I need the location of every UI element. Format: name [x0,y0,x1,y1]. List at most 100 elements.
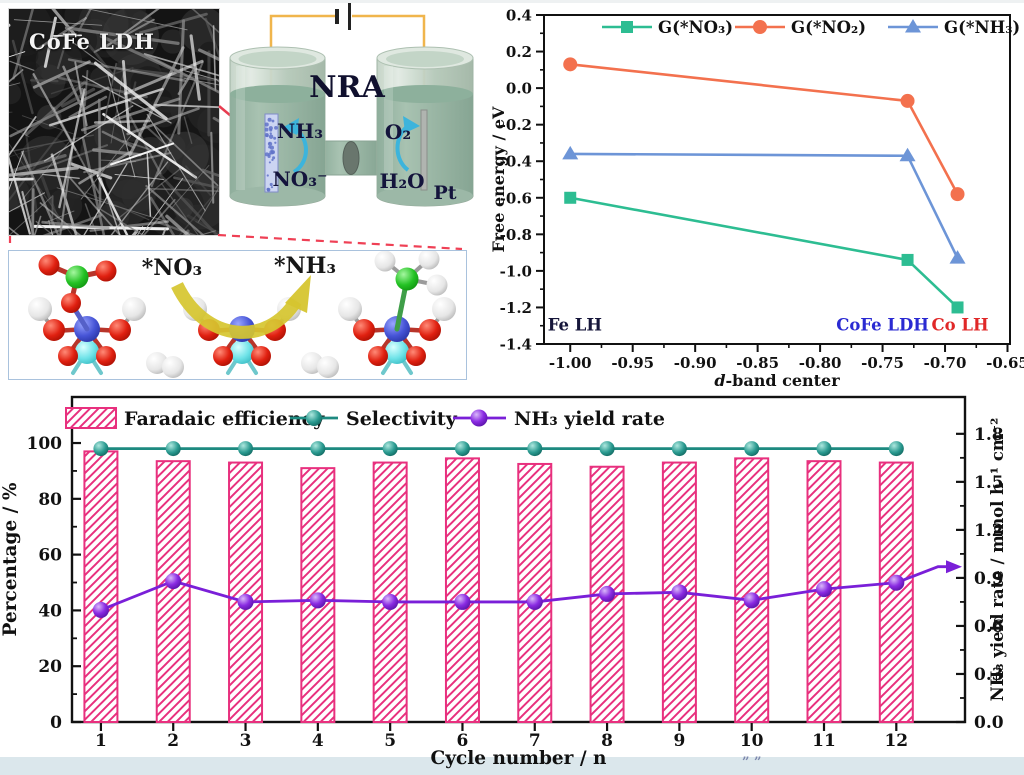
sem-nanowire [77,9,92,32]
sem-nanowire [29,79,59,83]
sem-nanowire [186,214,219,235]
nh3-adsorbate-label: *NH₃ [274,253,336,279]
series-triangle [562,145,966,264]
metal-cyan-atom [230,340,254,364]
faradaic-efficiency-bar [517,462,553,723]
conversion-arrow-head [285,275,311,313]
y-tick-label: -0.4 [500,153,532,171]
cell-schematic: NRA NH₃ NO₃⁻ O₂ H₂O Pt [229,3,474,207]
y-tick-label: -0.8 [500,226,532,244]
sem-nanowire [9,60,35,71]
sem-nanowire [74,61,88,127]
y-tick-label: -1.0 [500,262,532,280]
sem-nanowire [21,115,77,136]
sem-noise [9,9,53,57]
sem-nanowire [84,203,98,235]
nh3-yield-point [309,592,326,609]
sem-nanowire [201,168,219,178]
sem-nanowire [9,116,37,157]
sem-nanowire [122,140,155,152]
speckle [267,117,272,122]
y-axis-label: Free energy / eV [490,106,508,253]
y-tick-label: 0.4 [506,7,532,25]
sem-nanowire [110,161,169,235]
sem-nanowire [161,183,199,235]
series-circle [563,57,965,202]
h2o-label: H₂O [379,169,424,193]
sem-noise [186,81,219,134]
nh3-legend-marker [470,409,488,427]
sem-nanowire [139,12,208,35]
selectivity-point [454,441,470,457]
pt-label: Pt [433,182,456,204]
sem-nanowire [32,73,77,151]
faradaic-efficiency-bar [155,460,191,724]
sem-nanowire [9,69,24,83]
hydrogen-atom [432,297,456,321]
selectivity-point [671,441,687,457]
right-tick-label: 0.6 [974,617,1004,637]
faradaic-efficiency-bar [734,457,770,724]
sem-nanowire [84,191,150,221]
left-tick-label: 20 [38,657,62,677]
triangle-marker [562,145,579,160]
selectivity-point [93,441,109,457]
sem-nanowire [146,151,152,217]
triangle-marker [905,19,921,33]
sem-nanowire [157,221,197,235]
legend-label: G(*NO₃) [658,18,733,37]
sem-nanowire [84,69,89,107]
oxygen-atom [43,319,65,341]
sem-nanowire [81,136,106,235]
selectivity-point [527,441,543,457]
left-tick-label: 100 [27,434,63,454]
sem-nanowire [102,112,198,179]
sem-nanowire [9,177,34,181]
free-energy-chart: 0.4 0.2 0.0 -0.2 -0.4 -0.6 -0.8 -1.0 -1.2 -1.4 -1.… [490,7,1024,391]
mechanism-panel: *NO₃ *NH₃ [8,248,467,380]
circle-marker [753,20,767,34]
anode-arrow-head [282,118,299,135]
speckle [269,132,272,135]
x-tick-label: 7 [529,731,541,751]
oxygen-atom [368,346,388,366]
x-tick-label: 3 [240,731,252,751]
sem-nanowire [9,166,79,177]
speckle [266,174,269,177]
faradaic-efficiency-bar [228,461,264,723]
sem-nanowire [9,196,53,235]
selectivity-legend-marker [306,410,322,426]
legend: Faradaic efficiency Selectivity NH₃ yield … [65,407,665,430]
series-line [570,196,959,309]
right-tick-label: 1.8 [974,425,1004,445]
y-tick-label: -1.4 [500,336,532,354]
sem-nanowire [43,105,134,162]
sem-nanowire [150,61,204,188]
o2-label: O₂ [385,120,411,144]
right-tick-label: 1.5 [974,473,1004,493]
sem-nanowire [143,53,219,77]
selectivity-point [165,441,181,457]
selectivity-point [816,441,832,457]
sem-nanowire [178,193,215,235]
series-line [570,63,959,195]
sem-nanowire [9,86,110,138]
x-tick-label: 5 [384,731,396,751]
sem-nanowire [93,61,168,121]
nh3-yield-point [888,574,905,591]
no3-nitrogen-atom [65,265,89,289]
sem-nanowire [43,16,58,68]
oxygen-atom [213,346,233,366]
speckle [273,136,277,140]
no3-oxygen-atom [95,260,117,282]
nh3-hydrogen-atom [418,248,440,270]
x-tick-label: 11 [812,731,836,751]
y-tick-label: -0.2 [500,116,532,134]
nh3-legend-label: NH₃ yield rate [514,408,665,430]
nh3-yield-point [599,585,616,602]
selectivity-point [238,441,254,457]
sem-nanowire [145,184,205,235]
speckle [265,152,269,157]
sem-nanowire [195,220,219,235]
material-annotation: Fe LH [548,316,602,335]
